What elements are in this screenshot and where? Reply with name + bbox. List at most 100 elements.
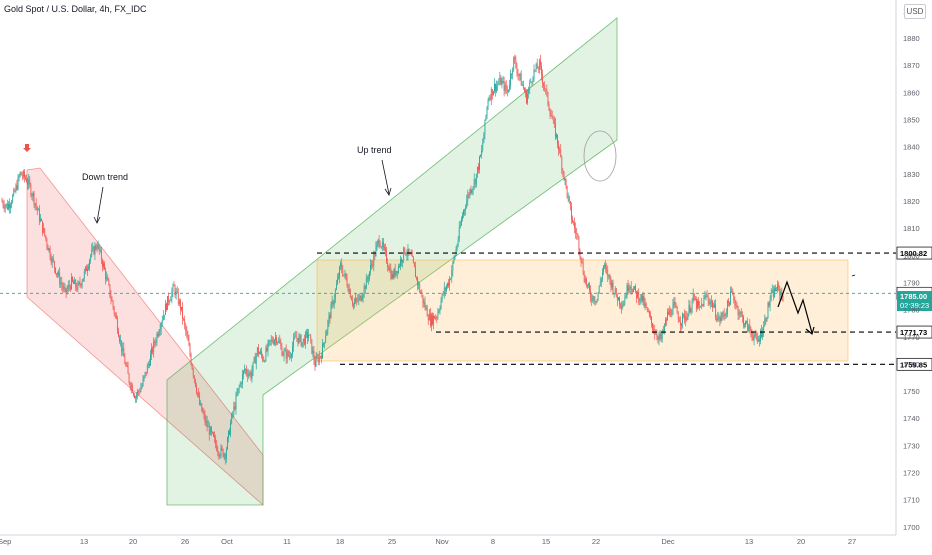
candle-body (162, 315, 164, 321)
candle-body (45, 235, 47, 240)
candle-body (564, 178, 566, 180)
candle-body (125, 364, 127, 366)
candle-body (266, 348, 268, 351)
candle-body (623, 302, 625, 307)
candle-body (311, 339, 313, 354)
candle-body (34, 203, 36, 205)
candle-body (38, 209, 40, 222)
up-trend-channel[interactable] (166, 17, 618, 506)
candle-body (185, 324, 187, 332)
candle-body (188, 340, 190, 346)
projection-path[interactable] (777, 280, 813, 334)
candle-body (152, 347, 154, 353)
candle-body (673, 301, 675, 305)
candle-body (768, 302, 770, 306)
candle-body (395, 270, 397, 276)
candle-body (240, 383, 242, 385)
candle-body (330, 304, 332, 319)
candle-body (264, 360, 266, 362)
candle-body (638, 291, 640, 302)
currency-label[interactable]: USD (904, 4, 926, 19)
candle-body (536, 63, 538, 69)
candle-body (41, 219, 42, 221)
candle-body (177, 292, 179, 305)
candle-body (431, 314, 432, 326)
candle-body (26, 178, 27, 183)
candle-body (452, 261, 454, 271)
candle-body (94, 245, 96, 255)
candle-body (475, 173, 477, 185)
candle-body (291, 354, 292, 357)
candle-body (498, 83, 500, 85)
candle-body (453, 258, 455, 262)
candle-body (419, 283, 421, 292)
candle-body (173, 285, 175, 287)
candle-body (517, 73, 519, 75)
candle-body (40, 219, 41, 222)
candle-body (224, 454, 226, 459)
candle-body (694, 299, 696, 301)
candle-body (697, 300, 698, 309)
candle-body (1, 200, 3, 202)
candle-body (278, 340, 280, 343)
candle-body (782, 295, 784, 301)
candle-body (447, 283, 448, 287)
candle-body (456, 245, 458, 250)
candle-body (150, 354, 151, 366)
candle-body (703, 297, 705, 307)
candle-body (156, 333, 158, 343)
candle-body (231, 413, 233, 424)
candle-body (176, 291, 178, 293)
candle-body (342, 270, 344, 276)
candle-body (614, 288, 616, 294)
candle-body (201, 403, 203, 412)
candle-body (379, 244, 381, 247)
candle-body (566, 186, 568, 198)
candle-body (257, 347, 259, 354)
candle-body (766, 317, 768, 322)
candle-body (202, 411, 204, 413)
candle-body (77, 283, 79, 290)
candle-body (735, 305, 737, 307)
candle-body (307, 332, 308, 339)
candle-body (36, 206, 38, 211)
candle-body (271, 339, 273, 343)
candle-body (653, 329, 655, 331)
candle-body (159, 329, 161, 333)
breakout-circle[interactable] (583, 130, 617, 182)
candle-body (347, 285, 349, 292)
candle-body (247, 373, 249, 377)
candle-body (364, 286, 366, 290)
candle-body (443, 287, 445, 294)
candle-body (489, 98, 491, 100)
candle-body (441, 293, 443, 301)
candle-body (251, 371, 253, 379)
candle-body (108, 280, 110, 285)
candle-body (584, 278, 586, 283)
candle-body (151, 347, 152, 355)
candle-body (72, 277, 73, 282)
candle-body (500, 77, 502, 85)
candle-body (154, 341, 156, 344)
candle-body (672, 304, 674, 315)
candle-body (667, 311, 668, 321)
candle-body (422, 295, 424, 304)
candle-body (779, 287, 781, 296)
candle-body (293, 338, 295, 347)
candle-body (46, 239, 48, 246)
candle-body (248, 374, 250, 377)
candle-body (670, 309, 672, 315)
candle-body (138, 391, 140, 392)
drawings-layer (26, 17, 849, 506)
candle-body (550, 115, 552, 117)
candle-body (47, 245, 49, 251)
candle-body (280, 343, 282, 347)
candle-body (85, 266, 87, 271)
candle-body (296, 336, 298, 339)
candle-body (712, 301, 713, 308)
candle-body (652, 323, 654, 330)
level-price-label: 1759.85 (900, 360, 927, 369)
candle-body (155, 342, 157, 344)
